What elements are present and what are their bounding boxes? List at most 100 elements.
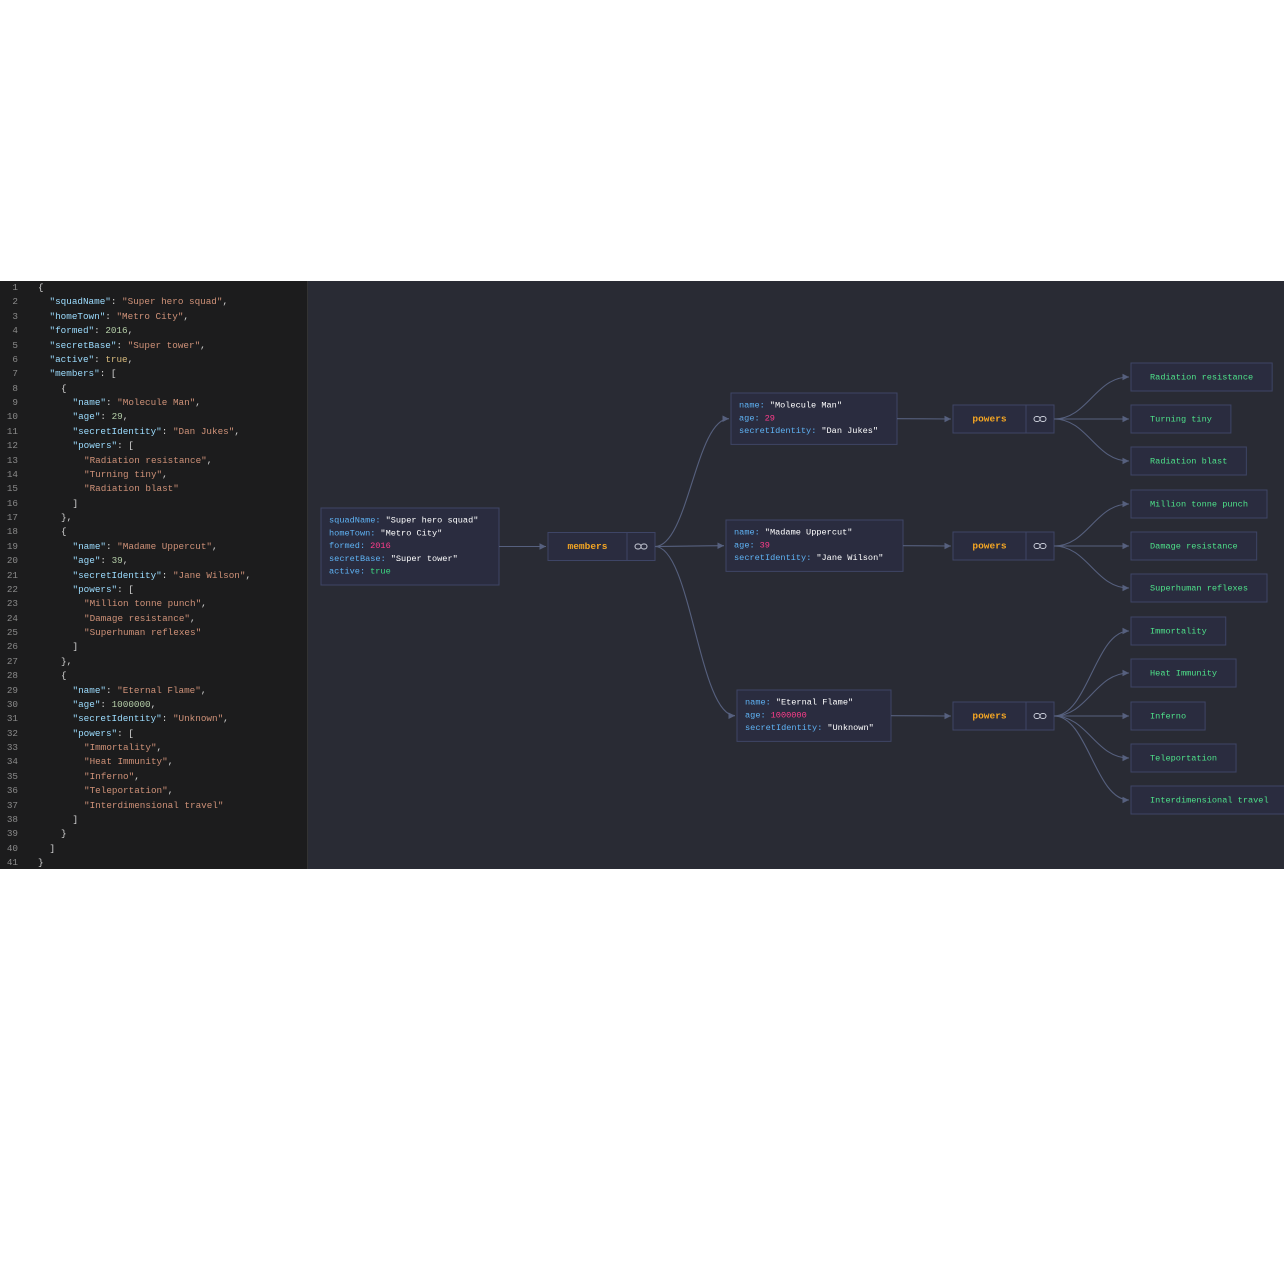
line-number: 26: [6, 641, 18, 653]
code-line: ]: [73, 814, 79, 825]
code-token: ,: [134, 770, 140, 782]
edge: [1053, 500, 1130, 547]
code-token: :: [100, 555, 112, 567]
row-key: active:: [329, 567, 365, 577]
value-node: [1130, 362, 1273, 392]
line-number: 28: [6, 670, 18, 682]
node-row: secretIdentity: "Dan Jukes": [739, 426, 878, 436]
line-number: 5: [12, 339, 18, 351]
code-token: "Eternal Flame": [117, 684, 201, 696]
code-token: "name": [72, 397, 106, 408]
code-line: "Radiation resistance",: [84, 455, 212, 466]
code-token: : [: [117, 727, 134, 739]
code-line: "powers": [: [73, 728, 134, 739]
line-number: 2: [12, 296, 18, 308]
value-text: Damage resistance: [1150, 541, 1238, 551]
line-number: 4: [12, 325, 18, 337]
value-node: [1130, 785, 1284, 815]
code-token: ,: [167, 756, 174, 768]
code-token: :: [100, 411, 112, 423]
array-label: powers: [972, 711, 1007, 722]
object-node: [730, 392, 898, 445]
edge: [654, 542, 725, 550]
code-token: },: [61, 655, 73, 667]
code-line: "Superhuman reflexes": [84, 627, 201, 638]
code-token: "Interdimensional travel": [84, 799, 224, 811]
code-token: },: [61, 512, 73, 523]
value-text: Immortality: [1150, 626, 1207, 636]
code-token: ,: [206, 454, 213, 466]
row-value: "Unknown": [827, 723, 873, 733]
node-row: age: 29: [739, 414, 775, 424]
code-token: "secretIdentity": [72, 425, 162, 437]
value-node: [1130, 701, 1206, 731]
line-number: 41: [6, 857, 18, 868]
code-token: "Immortality": [84, 742, 157, 753]
code-line: },: [61, 512, 72, 523]
code-token: "Super hero squad": [122, 296, 223, 308]
code-token: ]: [72, 813, 79, 825]
code-token: "secretBase": [49, 339, 117, 351]
code-token: ,: [212, 540, 218, 552]
row-value: "Dan Jukes": [821, 426, 878, 436]
code-token: "Jane Wilson": [172, 569, 246, 581]
code-token: :: [161, 569, 173, 581]
code-token: "Super tower": [127, 339, 201, 351]
node-row: formed: 2016: [329, 541, 391, 551]
line-number: 16: [6, 497, 18, 509]
value-text: Turning tiny: [1150, 414, 1212, 424]
code-token: ,: [222, 296, 229, 308]
code-line: "powers": [: [73, 584, 134, 595]
code-line: "Immortality",: [84, 742, 162, 753]
node-row: name: "Madame Uppercut": [734, 528, 852, 538]
line-number: 12: [6, 440, 18, 452]
code-line: "age": 29,: [73, 411, 129, 422]
code-line: ]: [73, 641, 79, 652]
object-node: [320, 507, 500, 586]
code-token: ,: [122, 555, 129, 567]
value-text: Radiation blast: [1150, 456, 1227, 466]
edge: [1053, 715, 1130, 762]
line-number: 17: [6, 512, 18, 523]
code-line: "powers": [: [73, 440, 134, 451]
value-node: [1130, 446, 1247, 476]
line-number: 13: [6, 454, 18, 466]
line-number: 35: [6, 770, 18, 782]
line-number: 6: [12, 353, 18, 365]
code-token: ,: [127, 325, 134, 337]
node-row: homeTown: "Metro City": [329, 529, 442, 539]
array-node: [547, 532, 656, 561]
row-key: age:: [734, 541, 755, 551]
value-text: Interdimensional travel: [1150, 795, 1269, 805]
code-token: "Dan Jukes": [172, 425, 235, 437]
edge: [1053, 418, 1130, 465]
code-token: {: [38, 282, 44, 293]
row-key: name:: [739, 401, 765, 411]
code-line: "secretIdentity": "Jane Wilson",: [73, 570, 252, 581]
code-token: "age": [72, 555, 101, 567]
node-row: age: 1000000: [745, 711, 807, 721]
code-token: ,: [156, 742, 163, 753]
code-token: :: [161, 425, 173, 437]
code-token: }: [38, 857, 44, 868]
code-line: "squadName": "Super hero squad",: [50, 296, 229, 307]
code-line: {: [61, 383, 67, 394]
node-row: secretIdentity: "Unknown": [745, 723, 874, 733]
code-token: "Turning tiny": [84, 468, 163, 480]
row-key: squadName:: [329, 516, 381, 526]
value-text: Inferno: [1150, 711, 1186, 721]
code-line: ]: [73, 498, 79, 509]
line-number: 30: [6, 698, 18, 710]
code-token: :: [100, 698, 112, 710]
code-token: {: [61, 526, 67, 538]
link-icon: [1039, 543, 1047, 549]
line-number: 24: [6, 612, 18, 624]
node-row: active: true: [329, 567, 391, 577]
node-row: secretIdentity: "Jane Wilson": [734, 553, 883, 563]
line-number: 7: [12, 368, 18, 380]
code-token: ,: [223, 713, 229, 725]
line-number: 20: [6, 555, 18, 567]
value-node: [1130, 573, 1268, 603]
code-line: "age": 1000000,: [73, 699, 157, 710]
array-node: [952, 531, 1055, 561]
